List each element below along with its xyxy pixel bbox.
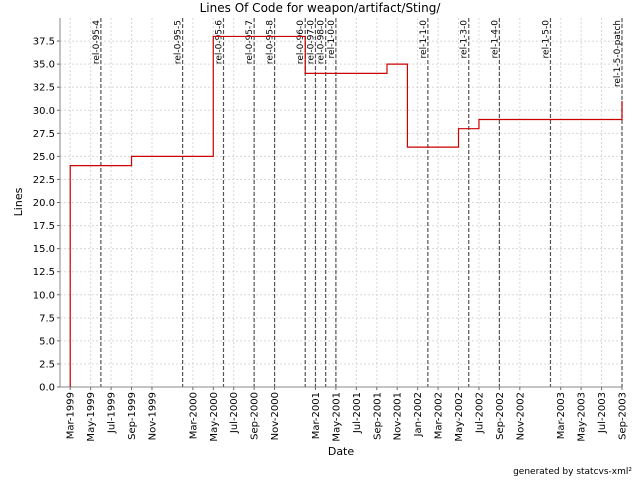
release-label: rel-0-96-0 xyxy=(296,20,306,64)
x-tick-label: May-1999 xyxy=(86,392,97,442)
x-tick-label: Sep-2003 xyxy=(618,392,629,440)
release-label: rel-0-97-0 xyxy=(306,20,316,64)
x-tick-label: Sep-1999 xyxy=(127,392,138,440)
x-axis-label: Date xyxy=(328,445,355,458)
y-tick-label: 12.5 xyxy=(33,267,55,278)
x-tick-label: Nov-2000 xyxy=(270,392,281,440)
y-tick-label: 5.0 xyxy=(39,336,55,347)
x-tick-label: Nov-1999 xyxy=(147,392,158,440)
y-tick-label: 22.5 xyxy=(33,175,55,186)
x-tick-label: May-2001 xyxy=(331,392,342,442)
release-label: rel-1-1-0 xyxy=(419,20,429,59)
footer: generated by statcvs-xml² xyxy=(513,467,632,477)
chart-title: Lines Of Code for weapon/artifact/Sting/ xyxy=(200,1,442,15)
x-tick-label: Jan-2002 xyxy=(413,392,424,437)
x-tick-label: Jul-2003 xyxy=(597,392,608,434)
release-label: rel-1-3-0 xyxy=(460,20,470,59)
y-tick-label: 0.0 xyxy=(39,383,55,394)
release-label: rel-1-0-0 xyxy=(327,20,337,59)
y-tick-label: 17.5 xyxy=(33,221,55,232)
x-tick-label: Mar-2001 xyxy=(311,392,322,439)
release-label: rel-0-95-4 xyxy=(92,20,102,64)
y-tick-label: 27.5 xyxy=(33,129,55,140)
x-tick-label: Jul-2001 xyxy=(352,392,363,434)
release-label: rel-0-95-5 xyxy=(174,20,184,64)
y-tick-label: 30.0 xyxy=(33,106,55,117)
x-tick-label: Mar-1999 xyxy=(66,392,77,439)
release-label: rel-0-95-8 xyxy=(266,20,276,64)
y-tick-label: 25.0 xyxy=(33,152,55,163)
x-tick-label: Jul-2002 xyxy=(474,392,485,434)
release-label: rel-0-98-0 xyxy=(317,20,327,64)
x-tick-label: Mar-2000 xyxy=(188,392,199,439)
release-label: rel-1-5-0 xyxy=(541,20,551,59)
y-tick-label: 35.0 xyxy=(33,60,55,71)
x-tick-label: Sep-2001 xyxy=(372,392,383,440)
x-tick-label: May-2002 xyxy=(454,392,465,442)
x-tick-label: Sep-2002 xyxy=(495,392,506,440)
release-label: rel-0-95-6 xyxy=(214,20,224,64)
loc-line xyxy=(69,35,623,387)
x-tick-label: Jul-2000 xyxy=(229,392,240,434)
y-tick-label: 20.0 xyxy=(33,198,55,209)
x-tick-label: Jul-1999 xyxy=(107,392,118,434)
y-tick-label: 37.5 xyxy=(33,37,55,48)
x-tick-label: Mar-2002 xyxy=(434,392,445,439)
x-tick-label: Nov-2001 xyxy=(393,392,404,440)
x-tick-label: Nov-2002 xyxy=(515,392,526,440)
y-tick-label: 10.0 xyxy=(33,290,55,301)
release-label: rel-1-4-0 xyxy=(490,20,500,59)
x-tick-label: May-2003 xyxy=(577,392,588,442)
y-tick-label: 2.5 xyxy=(39,359,55,370)
x-tick-label: May-2000 xyxy=(209,392,220,442)
release-label: rel-1-5-0-patch xyxy=(613,20,623,87)
x-tick-label: Mar-2003 xyxy=(556,392,567,439)
y-axis-label: Lines xyxy=(12,187,25,216)
y-tick-label: 7.5 xyxy=(39,313,55,324)
release-label: rel-0-95-7 xyxy=(245,20,255,64)
y-tick-label: 15.0 xyxy=(33,244,55,255)
y-tick-label: 32.5 xyxy=(33,83,55,94)
x-tick-label: Sep-2000 xyxy=(250,392,261,440)
